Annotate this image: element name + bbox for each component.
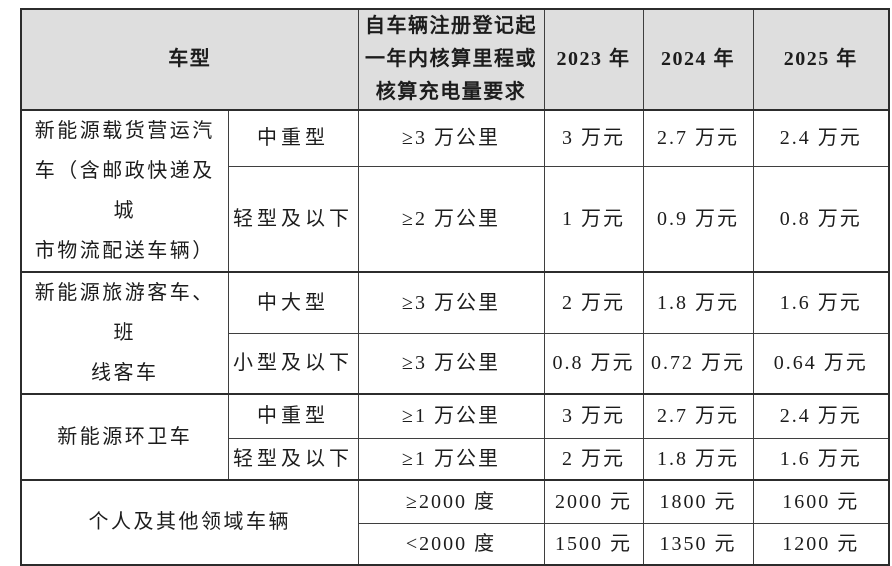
header-requirement: 自车辆注册登记起 一年内核算里程或 核算充电量要求 [357,8,545,111]
amount-2025-cell: 1.6 万元 [752,270,890,334]
requirement-cell: ≥2 万公里 [357,165,545,273]
subtype-cell: 中大型 [227,270,359,334]
amount-2025-cell: 1.6 万元 [752,437,890,480]
group-personal-other-vehicles: 个人及其他领域车辆 [20,478,359,566]
amount-2023-cell: 2000 元 [543,478,644,524]
table-row: 新能源旅游客车、班 线客车 中大型 ≥3 万公里 2 万元 1.8 万元 1.6… [20,270,890,395]
amount-2024-cell: 1.8 万元 [642,270,754,334]
table-row: 轻型及以下 ≥1 万公里 2 万元 1.8 万元 1.6 万元 [21,437,890,480]
subtype-cell: 轻型及以下 [227,437,359,480]
group-freight-vehicles: 新能源载货营运汽 车（含邮政快递及城 市物流配送车辆） [20,109,229,273]
header-year-2024: 2024 年 [642,8,754,111]
amount-2025-cell: 0.8 万元 [752,165,890,273]
group-sanitation-vehicles: 新能源环卫车 [20,393,229,480]
subtype-cell: 小型及以下 [227,332,359,395]
header-year-2023: 2023 年 [543,8,644,111]
amount-2024-cell: 1800 元 [642,478,754,524]
table-row: 小型及以下 ≥3 万公里 0.8 万元 0.72 万元 0.64 万元 [21,332,890,395]
table-row: 新能源载货营运汽 车（含邮政快递及城 市物流配送车辆） 中重型 ≥3 万公里 3… [20,109,890,273]
amount-2025-cell: 1200 元 [752,523,890,566]
header-vehicle-type: 车型 [20,8,359,111]
amount-2025-cell: 2.4 万元 [752,109,890,167]
requirement-cell: ≥1 万公里 [357,393,545,439]
table-row: 轻型及以下 ≥2 万公里 1 万元 0.9 万元 0.8 万元 [21,165,890,273]
amount-2024-cell: 0.9 万元 [642,165,754,273]
subtype-cell: 中重型 [227,109,359,167]
amount-2024-cell: 1.8 万元 [642,437,754,480]
subsidy-table: 车型 自车辆注册登记起 一年内核算里程或 核算充电量要求 2023 年 2024… [20,8,890,566]
header-row: 车型 自车辆注册登记起 一年内核算里程或 核算充电量要求 2023 年 2024… [20,8,890,111]
requirement-cell: ≥2000 度 [357,478,545,524]
amount-2023-cell: 3 万元 [543,109,644,167]
amount-2025-cell: 1600 元 [752,478,890,524]
subtype-cell: 中重型 [227,393,359,439]
requirement-cell: <2000 度 [357,523,545,566]
amount-2024-cell: 2.7 万元 [642,109,754,167]
amount-2023-cell: 2 万元 [543,270,644,334]
header-year-2025: 2025 年 [752,8,890,111]
amount-2024-cell: 0.72 万元 [642,332,754,395]
amount-2024-cell: 2.7 万元 [642,393,754,439]
amount-2023-cell: 2 万元 [543,437,644,480]
amount-2023-cell: 1 万元 [543,165,644,273]
requirement-cell: ≥1 万公里 [357,437,545,480]
requirement-cell: ≥3 万公里 [357,270,545,334]
subtype-cell: 轻型及以下 [227,165,359,273]
amount-2023-cell: 3 万元 [543,393,644,439]
requirement-cell: ≥3 万公里 [357,109,545,167]
amount-2025-cell: 2.4 万元 [752,393,890,439]
table-row: 个人及其他领域车辆 ≥2000 度 2000 元 1800 元 1600 元 [20,478,890,566]
table-row: 新能源环卫车 中重型 ≥1 万公里 3 万元 2.7 万元 2.4 万元 [20,393,890,480]
amount-2024-cell: 1350 元 [642,523,754,566]
group-tour-buses: 新能源旅游客车、班 线客车 [20,271,229,395]
requirement-cell: ≥3 万公里 [357,332,545,395]
amount-2023-cell: 0.8 万元 [543,332,644,395]
amount-2023-cell: 1500 元 [543,523,644,566]
amount-2025-cell: 0.64 万元 [752,332,890,395]
